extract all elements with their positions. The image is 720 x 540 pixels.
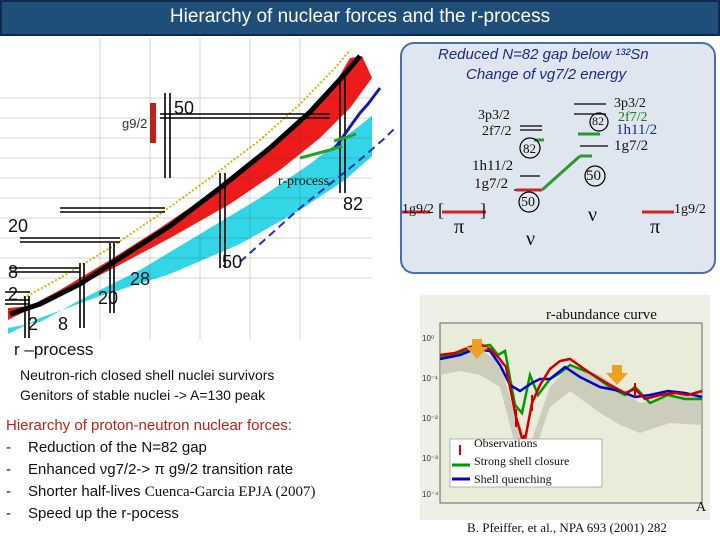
g92-bracket — [150, 103, 156, 143]
level-magic82-left: 82 — [523, 141, 536, 156]
label-z20: 20 — [98, 288, 118, 308]
caption: B. Pfeiffer, et al., NPA 693 (2001) 282 — [467, 520, 667, 535]
level-1g72-left: 1g7/2 — [474, 176, 509, 192]
rprocess-heading: r –process — [14, 340, 94, 359]
rprocess-line-2: Genitors of stable nuclei -> A=130 peak — [20, 387, 266, 403]
label-g92: g9/2 — [122, 116, 147, 131]
label-rprocess: r-process — [278, 174, 329, 189]
abundance-title: r-abundance curve — [546, 307, 657, 323]
level-scheme-panel: Reduced N=82 gap below ¹³²Sn Change of ν… — [400, 42, 716, 274]
level-1h112-left: 1h11/2 — [472, 158, 514, 174]
hierarchy-item-4: - Speed up the r-pocess — [6, 505, 179, 522]
bullet-dash: - — [6, 483, 11, 500]
label-z8: 8 — [58, 314, 68, 334]
bullet-dash: - — [6, 505, 11, 522]
abundance-chart: 10⁰ 10⁻¹ 10⁻² 10⁻³ 10⁻⁴ r-abundance curv… — [420, 295, 710, 520]
rprocess-line-1: Neutron-rich closed shell nuclei survivo… — [20, 367, 275, 383]
label-n28: 28 — [130, 269, 150, 289]
legend-observations: Observations — [474, 436, 538, 450]
legend-quench: Shell quenching — [474, 472, 552, 486]
label-n8: 8 — [8, 262, 18, 282]
r-process-shift — [333, 132, 357, 143]
label-z50: 50 — [222, 252, 242, 272]
bracket-right: ] — [480, 200, 486, 220]
abundance-plot: 10⁰ 10⁻¹ 10⁻² 10⁻³ 10⁻⁴ r-abundance curv… — [420, 295, 710, 520]
title-bar: Hierarchy of nuclear forces and the r-pr… — [0, 0, 720, 36]
level-1g92-right: 1g9/2 — [674, 202, 706, 217]
hierarchy-item-3-text: Shorter half-lives — [28, 483, 141, 500]
r-process-dashed — [239, 127, 396, 263]
label-n50: 50 — [174, 98, 194, 118]
bracket-left: [ — [438, 200, 444, 220]
level-1g92-left: 1g9/2 — [402, 202, 434, 217]
level-2f72-left: 2f7/2 — [482, 124, 512, 139]
label-nu-left: ν — [526, 228, 536, 250]
level-1h112-right: 1h11/2 — [616, 122, 658, 138]
bullet-dash: - — [6, 461, 11, 478]
r-process-path — [333, 87, 382, 149]
ytick-3: 10⁻² — [422, 414, 438, 423]
label-n82: 82 — [343, 194, 363, 214]
level-heading-1: Reduced N=82 gap below ¹³²Sn — [438, 46, 649, 63]
bullet-dash: - — [6, 439, 11, 456]
nuclear-chart: 50 82 28 50 28 20 20 8 2 2 8 g9/2 r-proc… — [0, 38, 400, 340]
hierarchy-heading: Hierarchy of proton-neutron nuclear forc… — [6, 417, 292, 434]
shell-quench-line — [439, 347, 703, 399]
level-magic50-right: 50 — [586, 168, 601, 184]
label-z2: 2 — [28, 314, 38, 334]
ytick-4: 10⁻³ — [422, 454, 438, 463]
peak-arrows — [466, 339, 628, 385]
stability-line — [9, 54, 362, 317]
slide-title: Hierarchy of nuclear forces and the r-pr… — [169, 6, 551, 27]
level-heading-2: Change of νg7/2 energy — [466, 66, 627, 83]
level-magic82-right: 82 — [592, 114, 604, 128]
hierarchy-item-1: - Reduction of the N=82 gap — [6, 439, 207, 456]
axis-a-label: A — [696, 500, 707, 515]
hierarchy-item-4-text: Speed up the r-pocess — [28, 505, 179, 522]
label-n20: 20 — [8, 216, 28, 236]
hierarchy-item-3-ref: Cuenca-Garcia EPJA (2007) — [144, 484, 316, 500]
r-process-green — [299, 144, 343, 160]
label-n2: 2 — [8, 284, 18, 304]
level-2f72-right: 2f7/2 — [618, 110, 648, 125]
hierarchy-item-1-text: Reduction of the N=82 gap — [28, 439, 207, 456]
hierarchy-item-2: - Enhanced νg7/2-> π g9/2 transition rate — [6, 461, 293, 478]
nuclear-chart-graphic: 50 82 28 50 28 20 20 8 2 2 8 g9/2 r-proc… — [0, 38, 396, 340]
level-1g72-right: 1g7/2 — [614, 138, 649, 154]
hierarchy-item-3: - Shorter half-lives Cuenca-Garcia EPJA (… — [6, 483, 316, 501]
label-pi-left: π — [454, 216, 465, 238]
legend-strong: Strong shell closure — [474, 454, 569, 468]
label-nu-right: ν — [588, 204, 598, 226]
ytick-2: 10⁻¹ — [422, 374, 438, 383]
level-magic50-left: 50 — [521, 195, 535, 210]
ytick-5: 10⁻⁴ — [422, 490, 439, 499]
ytick-1: 10⁰ — [422, 334, 434, 343]
hierarchy-item-2-text: Enhanced νg7/2-> π g9/2 transition rate — [28, 461, 294, 478]
level-diagram — [402, 103, 674, 214]
level-3p32-right: 3p3/2 — [614, 96, 646, 111]
level-3p32-left: 3p3/2 — [478, 108, 510, 123]
label-pi-right: π — [650, 216, 661, 238]
